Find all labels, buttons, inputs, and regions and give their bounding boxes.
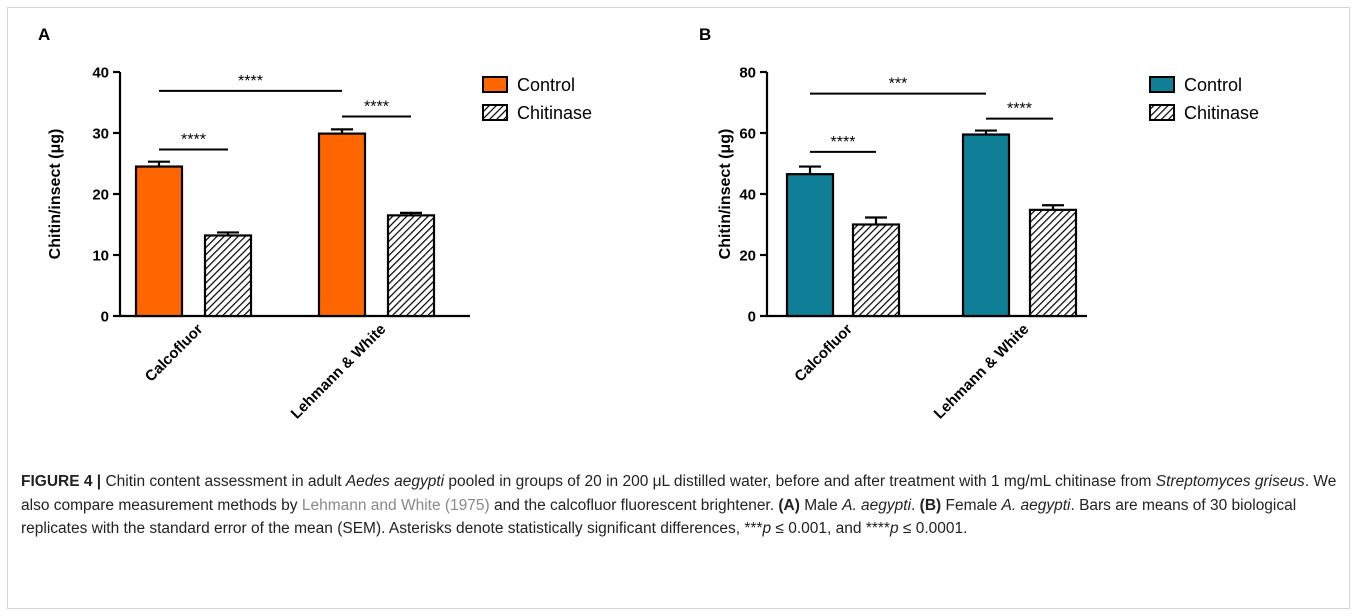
y-tick-label: 20 xyxy=(739,248,756,265)
caption-text: ≤ 0.0001. xyxy=(898,520,968,537)
panel-b: B 0 20 40 60 80 Chitin/insect (μg) Calcofluor Le… xyxy=(699,25,1259,422)
figure-charts: A 0 10 20 30 40 Chitin/insect (μg) Calcofluor Le… xyxy=(38,25,1259,422)
caption-text: and the calcofluor fluorescent brightene… xyxy=(489,496,779,514)
caption-figure-label: FIGURE 4 | xyxy=(21,473,102,490)
y-tick-label: 0 xyxy=(101,309,109,326)
x-tick-label: Lehmann & White xyxy=(288,321,390,423)
significance-label: **** xyxy=(181,131,206,148)
significance-label: **** xyxy=(364,99,389,116)
caption-text: . Bars are means of 30 biological replic… xyxy=(21,496,1297,538)
panel-a: A 0 10 20 30 40 Chitin/insect (μg) Calcofluor Le… xyxy=(38,25,592,422)
caption-text: . xyxy=(911,496,920,514)
y-tick-label: 30 xyxy=(92,126,109,143)
y-tick-label: 40 xyxy=(92,65,109,82)
caption-text: *** xyxy=(744,520,763,537)
caption-text: Male xyxy=(799,496,843,514)
caption-p-symbol: p xyxy=(889,520,899,537)
bar-chitinase xyxy=(851,223,901,318)
y-tick-label: 20 xyxy=(92,187,109,204)
legend-swatch-control xyxy=(1149,76,1175,93)
legend-swatch-chitinase xyxy=(1149,104,1175,121)
legend-swatch-chitinase xyxy=(482,104,508,121)
y-tick-label: 40 xyxy=(739,187,756,204)
panel-label: A xyxy=(38,25,50,44)
legend-swatch-control xyxy=(482,76,508,93)
legend-label: Control xyxy=(517,75,575,95)
caption-text: pooled in groups of 20 in 200 μL distill… xyxy=(444,473,1156,490)
caption-species: A. aegypti xyxy=(842,496,912,514)
bar-control xyxy=(961,133,1011,318)
legend-label: Chitinase xyxy=(517,103,592,123)
y-axis-title: Chitin/insect (μg) xyxy=(47,129,64,260)
caption-panel-b-label: (B) xyxy=(919,496,942,514)
caption-text: . We also compare measurement methods by xyxy=(21,473,1337,514)
bar-chitinase xyxy=(1028,208,1078,318)
caption-species: Streptomyces griseus xyxy=(1155,473,1305,490)
bar-control xyxy=(134,165,184,318)
significance-label: **** xyxy=(1007,101,1032,118)
caption-species: Aedes aegypti xyxy=(345,473,445,490)
caption-text: Chitin content assessment in adult xyxy=(101,473,346,490)
significance-label: *** xyxy=(889,76,908,93)
y-tick-label: 80 xyxy=(739,65,756,82)
y-tick-label: 0 xyxy=(748,309,756,326)
x-tick-label: Calcofluor xyxy=(142,321,207,386)
y-tick-label: 10 xyxy=(92,248,109,265)
bar-control xyxy=(785,173,835,318)
x-tick-label: Lehmann & White xyxy=(931,321,1033,423)
significance-label: **** xyxy=(238,73,263,90)
bar-chitinase xyxy=(386,214,436,318)
caption-species: A. aegypti xyxy=(1001,496,1071,514)
figure-frame xyxy=(7,7,1350,609)
caption-reference-link[interactable]: Lehmann and White (1975) xyxy=(301,496,490,514)
bar-chitinase xyxy=(203,234,253,318)
caption-text: Female xyxy=(941,496,1002,514)
significance-label: **** xyxy=(831,134,856,151)
x-tick-label: Calcofluor xyxy=(791,321,856,386)
y-axis-title: Chitin/insect (μg) xyxy=(717,129,734,260)
legend-label: Chitinase xyxy=(1184,103,1259,123)
caption-p-symbol: p xyxy=(762,520,772,537)
panel-label: B xyxy=(699,25,711,44)
caption-panel-a-label: (A) xyxy=(778,496,800,514)
legend-label: Control xyxy=(1184,75,1242,95)
caption-text: **** xyxy=(865,520,890,537)
figure-caption: FIGURE 4 | Chitin content assessment in … xyxy=(21,470,1339,541)
bar-control xyxy=(317,132,367,318)
y-tick-label: 60 xyxy=(739,126,756,143)
caption-text: ≤ 0.001, and xyxy=(771,520,866,537)
